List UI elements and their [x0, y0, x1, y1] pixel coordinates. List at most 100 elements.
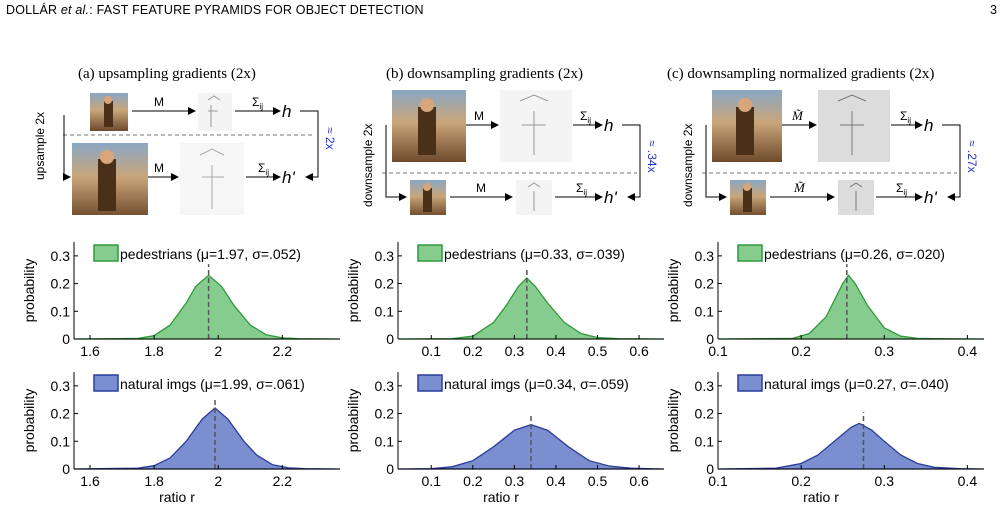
y-tick-label: 0.1	[51, 303, 71, 319]
y-tick-label: 0.1	[695, 303, 715, 319]
y-axis-label: probability	[345, 259, 361, 323]
y-tick-label: 0.3	[375, 378, 395, 394]
side-label: upsample 2x	[33, 112, 47, 180]
x-tick-label: 0.2	[463, 473, 483, 489]
x-tick-label: 1.8	[144, 473, 164, 489]
distribution-area	[397, 424, 665, 470]
sum-label-2: Σij	[258, 161, 269, 177]
sum-label-2: Σij	[896, 181, 907, 197]
header-title: : FAST FEATURE PYRAMIDS FOR OBJECT DETEC…	[89, 3, 424, 17]
y-tick-label: 0	[386, 331, 394, 347]
x-tick-label: 0.2	[463, 343, 483, 359]
photo-large	[712, 90, 782, 162]
diagram-upsampling: upsample 2x M Σij h M Σij h' ≈ 2x	[33, 93, 337, 215]
x-tick-label: 1.8	[144, 343, 164, 359]
side-label: downsample 2x	[681, 124, 695, 207]
y-tick-label: 0	[62, 331, 70, 347]
distribution-area	[73, 407, 341, 470]
sum-label: Σij	[580, 109, 591, 125]
photo-large	[392, 90, 466, 162]
x-tick-label: 0.1	[708, 473, 728, 489]
op-label-2: M̃	[793, 180, 806, 195]
x-tick-label: 0.1	[422, 343, 442, 359]
legend-label: natural imgs (μ=1.99, σ=.061)	[120, 376, 305, 392]
y-tick-label: 0.1	[51, 433, 71, 449]
plot-b-top: 0 0.1 0.2 0.3 0.1 0.2 0.3 0.4 0.5 0.6 probability p…	[345, 242, 665, 359]
y-tick-label: 0.2	[695, 276, 715, 292]
page-number: 3	[990, 3, 997, 17]
gradient-small	[516, 180, 552, 215]
y-tick-label: 0	[706, 331, 714, 347]
x-tick-label: 0.2	[791, 473, 811, 489]
legend-label: natural imgs (μ=0.27, σ=.040)	[764, 376, 949, 392]
column-title-b: (b) downsampling gradients (2x)	[386, 66, 584, 82]
distribution-area	[717, 274, 985, 340]
approx-label: ≈ .27x	[965, 140, 979, 173]
diagram-downsampling-normalized: downsample 2x M̃ Σij h M̃ Σij h' ≈ .27x	[681, 90, 979, 215]
y-tick-label: 0.3	[51, 248, 71, 264]
photo-small	[730, 180, 766, 215]
gradient-large	[818, 90, 890, 162]
y-tick-label: 0	[706, 461, 714, 477]
x-tick-label: 0.1	[422, 473, 442, 489]
x-tick-label: 0.4	[958, 473, 978, 489]
legend-swatch	[737, 374, 763, 392]
legend-label: pedestrians (μ=1.97, σ=.052)	[120, 246, 301, 262]
x-tick-label: 0.3	[505, 473, 525, 489]
y-tick-label: 0.3	[695, 378, 715, 394]
y-axis-label: probability	[665, 259, 681, 323]
x-tick-label: 2.2	[273, 473, 293, 489]
sum-label: Σij	[252, 95, 263, 111]
column-title-c: (c) downsampling normalized gradients (2…	[667, 66, 935, 82]
distribution-area	[73, 274, 341, 340]
y-tick-label: 0.1	[695, 433, 715, 449]
gradient-large	[500, 90, 572, 162]
legend-swatch	[93, 374, 119, 392]
y-tick-label: 0.2	[51, 406, 71, 422]
y-tick-label: 0	[386, 461, 394, 477]
x-tick-label: 0.3	[875, 473, 895, 489]
y-tick-label: 0.2	[695, 406, 715, 422]
x-tick-label: 1.6	[80, 473, 100, 489]
op-label-2: M	[476, 181, 486, 195]
diagram-downsampling: downsample 2x M Σij h M Σij h' ≈ .34x	[361, 90, 659, 215]
x-tick-label: 2	[214, 473, 222, 489]
legend-label: natural imgs (μ=0.34, σ=.059)	[444, 376, 629, 392]
h-label: h	[282, 102, 291, 121]
plot-b-bottom: 0 0.1 0.2 0.3 0.1 0.2 0.3 0.4 0.5 0.6 probability r…	[345, 372, 665, 505]
gradient-small	[198, 93, 232, 131]
y-tick-label: 0.3	[375, 248, 395, 264]
y-axis-label: probability	[21, 259, 37, 323]
running-header: DOLLÁR et al.: FAST FEATURE PYRAMIDS FOR…	[6, 3, 424, 17]
sum-label-2: Σij	[576, 181, 587, 197]
x-tick-label: 0.5	[588, 343, 608, 359]
gradient-small	[838, 180, 874, 215]
x-tick-label: 0.1	[708, 343, 728, 359]
hprime-label: h'	[282, 168, 295, 187]
op-label-2: M	[154, 161, 164, 175]
y-tick-label: 0.1	[375, 303, 395, 319]
y-axis-label: probability	[665, 389, 681, 453]
legend-label: pedestrians (μ=0.33, σ=.039)	[444, 246, 625, 262]
x-tick-label: 1.6	[80, 343, 100, 359]
legend-swatch	[93, 244, 119, 262]
photo-small	[90, 93, 128, 131]
op-label: M	[474, 109, 484, 123]
plot-c-top: 00.10.20.30.1 0.2 0.3 0.4probabilitypedestr…	[665, 242, 985, 359]
header-author: DOLLÁR	[6, 3, 58, 17]
hprime-label: h'	[604, 188, 617, 207]
x-tick-label: 0.5	[588, 473, 608, 489]
column-title-a: (a) upsampling gradients (2x)	[78, 66, 256, 82]
legend-swatch	[737, 244, 763, 262]
legend-swatch	[417, 374, 443, 392]
gradient-large	[180, 143, 244, 215]
op-label: M	[154, 95, 164, 109]
x-tick-label: 0.2	[791, 343, 811, 359]
y-tick-label: 0	[62, 461, 70, 477]
legend-label: pedestrians (μ=0.26, σ=.020)	[764, 246, 945, 262]
x-tick-label: 0.6	[629, 473, 649, 489]
x-tick-label: 0.4	[546, 343, 566, 359]
y-axis-label: probability	[21, 389, 37, 453]
h-label: h	[604, 116, 613, 135]
